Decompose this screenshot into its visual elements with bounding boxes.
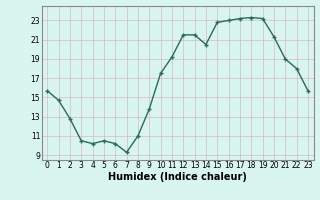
X-axis label: Humidex (Indice chaleur): Humidex (Indice chaleur): [108, 172, 247, 182]
